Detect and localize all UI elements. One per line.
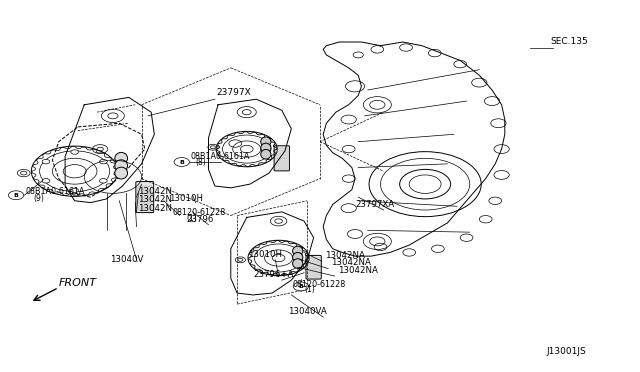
FancyBboxPatch shape [136, 182, 154, 212]
Ellipse shape [292, 259, 303, 268]
FancyBboxPatch shape [274, 146, 289, 171]
Ellipse shape [260, 143, 271, 153]
Ellipse shape [292, 253, 303, 262]
Text: (1): (1) [304, 285, 315, 294]
Text: 13042N: 13042N [138, 195, 172, 205]
Text: 13040VA: 13040VA [288, 307, 327, 316]
Text: 13010H: 13010H [169, 194, 203, 203]
Circle shape [42, 160, 50, 164]
Circle shape [71, 188, 79, 193]
Text: 13042N: 13042N [138, 187, 172, 196]
Text: 08120-61228: 08120-61228 [292, 280, 346, 289]
Ellipse shape [115, 153, 127, 164]
Ellipse shape [260, 150, 271, 159]
Text: (9): (9) [33, 193, 44, 203]
Text: (8): (8) [196, 158, 207, 167]
Circle shape [100, 179, 107, 183]
Ellipse shape [292, 246, 303, 256]
Text: 08120-61228: 08120-61228 [172, 208, 225, 217]
Text: (1): (1) [186, 214, 197, 223]
Text: 08B1A0-6161A: 08B1A0-6161A [26, 187, 85, 196]
Circle shape [174, 158, 189, 166]
Circle shape [293, 282, 308, 291]
Text: B: B [179, 160, 184, 164]
Text: 08B1A0-6161A: 08B1A0-6161A [190, 152, 250, 161]
Text: FRONT: FRONT [59, 278, 97, 288]
Text: 23796: 23796 [186, 215, 214, 224]
Text: 13042NA: 13042NA [332, 258, 371, 267]
Text: 23797XA: 23797XA [355, 200, 394, 209]
FancyBboxPatch shape [306, 256, 321, 279]
Text: 23796+A: 23796+A [253, 270, 294, 279]
Text: 13042NA: 13042NA [338, 266, 378, 275]
Circle shape [100, 160, 107, 164]
Ellipse shape [115, 167, 127, 179]
Text: SEC.135: SEC.135 [550, 37, 588, 46]
Text: B: B [13, 193, 19, 198]
Circle shape [42, 179, 50, 183]
Circle shape [8, 191, 24, 200]
Text: 23797X: 23797X [217, 89, 252, 97]
Ellipse shape [260, 137, 271, 147]
Text: 13040V: 13040V [109, 255, 143, 264]
Text: B: B [298, 284, 303, 289]
Circle shape [71, 150, 79, 154]
Ellipse shape [115, 160, 127, 171]
Text: 13042NA: 13042NA [325, 251, 365, 260]
Text: 13042N: 13042N [138, 203, 172, 212]
Text: 13010H: 13010H [248, 250, 282, 259]
Text: J13001JS: J13001JS [546, 347, 586, 356]
